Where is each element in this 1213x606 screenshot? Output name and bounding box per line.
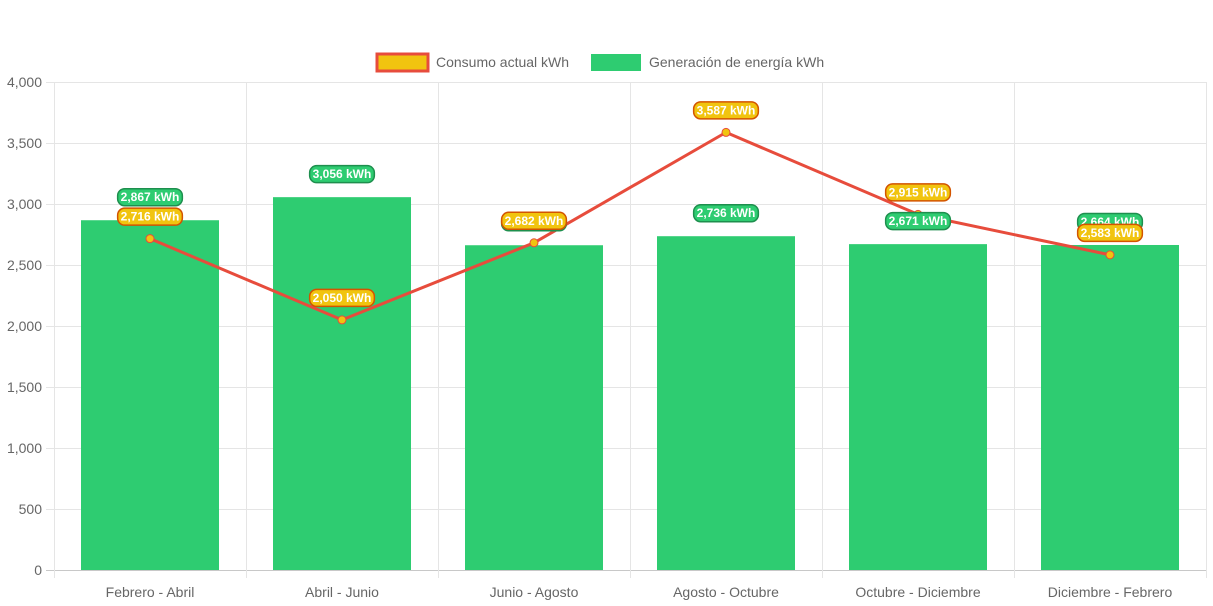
legend-swatch-consumo — [375, 52, 430, 73]
data-label: 2,050 kWh — [308, 288, 376, 308]
y-tick-label: 3,500 — [7, 135, 42, 151]
data-label: 2,583 kWh — [1076, 223, 1144, 243]
data-label: 2,682 kWh — [500, 211, 568, 231]
data-label-text: 2,050 kWh — [313, 291, 372, 305]
grid — [46, 82, 1207, 578]
bar[interactable] — [1041, 244, 1179, 570]
y-axis: 0 500 1,000 1,500 2,000 2,500 3,000 3,500 4,000 — [7, 74, 42, 578]
y-tick-label: 500 — [19, 501, 43, 517]
bar-series — [81, 197, 1179, 570]
data-label-text: 2,671 kWh — [889, 214, 948, 228]
data-label-text: 2,716 kWh — [121, 210, 180, 224]
y-tick-label: 0 — [34, 562, 42, 578]
data-label-bg — [500, 211, 568, 231]
bar[interactable] — [81, 220, 219, 570]
bar[interactable] — [465, 245, 603, 570]
line-point[interactable] — [145, 234, 155, 244]
y-tick-label: 2,000 — [7, 318, 42, 334]
data-label-bg — [116, 187, 184, 207]
data-label: 2,736 kWh — [692, 203, 760, 223]
data-label: 2,716 kWh — [116, 207, 184, 226]
line-point[interactable] — [1105, 250, 1115, 260]
x-tick-label: Diciembre - Febrero — [1048, 584, 1173, 600]
data-label-bg — [692, 101, 760, 120]
data-label-text: 2,915 kWh — [889, 185, 948, 199]
x-axis: Febrero - Abril Abril - Junio Junio - Agos… — [106, 584, 1173, 600]
data-label-bg — [1076, 223, 1144, 243]
line-point[interactable] — [529, 238, 539, 248]
data-label: 3,056 kWh — [308, 164, 376, 184]
bar[interactable] — [657, 236, 795, 570]
x-tick-label: Agosto - Octubre — [673, 584, 779, 600]
data-label-text: 3,056 kWh — [313, 167, 372, 181]
legend[interactable]: Consumo actual kWh Generación de energía… — [375, 52, 824, 73]
legend-item-consumo[interactable]: Consumo actual kWh — [375, 52, 569, 73]
bar[interactable] — [849, 244, 987, 570]
y-tick-label: 3,000 — [7, 196, 42, 212]
y-tick-label: 4,000 — [7, 74, 42, 90]
data-label-text: 2,583 kWh — [1081, 226, 1140, 240]
bar[interactable] — [273, 197, 411, 570]
data-label-bg — [884, 183, 952, 202]
line-point[interactable] — [337, 315, 347, 325]
x-tick-label: Octubre - Diciembre — [855, 584, 980, 600]
x-tick-label: Febrero - Abril — [106, 584, 195, 600]
data-label-bg — [116, 207, 184, 226]
x-tick-label: Abril - Junio — [305, 584, 379, 600]
data-label-text: 2,682 kWh — [505, 214, 564, 228]
y-tick-label: 1,000 — [7, 440, 42, 456]
data-label-bg — [884, 211, 952, 231]
legend-label-consumo: Consumo actual kWh — [436, 54, 569, 70]
y-tick-label: 2,500 — [7, 257, 42, 273]
data-label-text: 3,587 kWh — [697, 103, 756, 117]
y-tick-label: 1,500 — [7, 379, 42, 395]
data-label: 2,867 kWh — [116, 187, 184, 207]
legend-swatch-generacion — [591, 54, 641, 71]
data-label: 3,587 kWh — [692, 101, 760, 120]
data-label-bg — [692, 203, 760, 223]
data-label-text: 2,736 kWh — [697, 206, 756, 220]
data-label-bg — [308, 288, 376, 308]
line-point[interactable] — [721, 127, 731, 137]
data-label-text: 2,867 kWh — [121, 190, 180, 204]
data-label-bg — [308, 164, 376, 184]
data-label: 2,915 kWh — [884, 183, 952, 202]
x-tick-label: Junio - Agosto — [490, 584, 579, 600]
legend-label-generacion: Generación de energía kWh — [649, 54, 824, 70]
legend-item-generacion[interactable]: Generación de energía kWh — [591, 54, 824, 71]
data-label: 2,671 kWh — [884, 211, 952, 231]
